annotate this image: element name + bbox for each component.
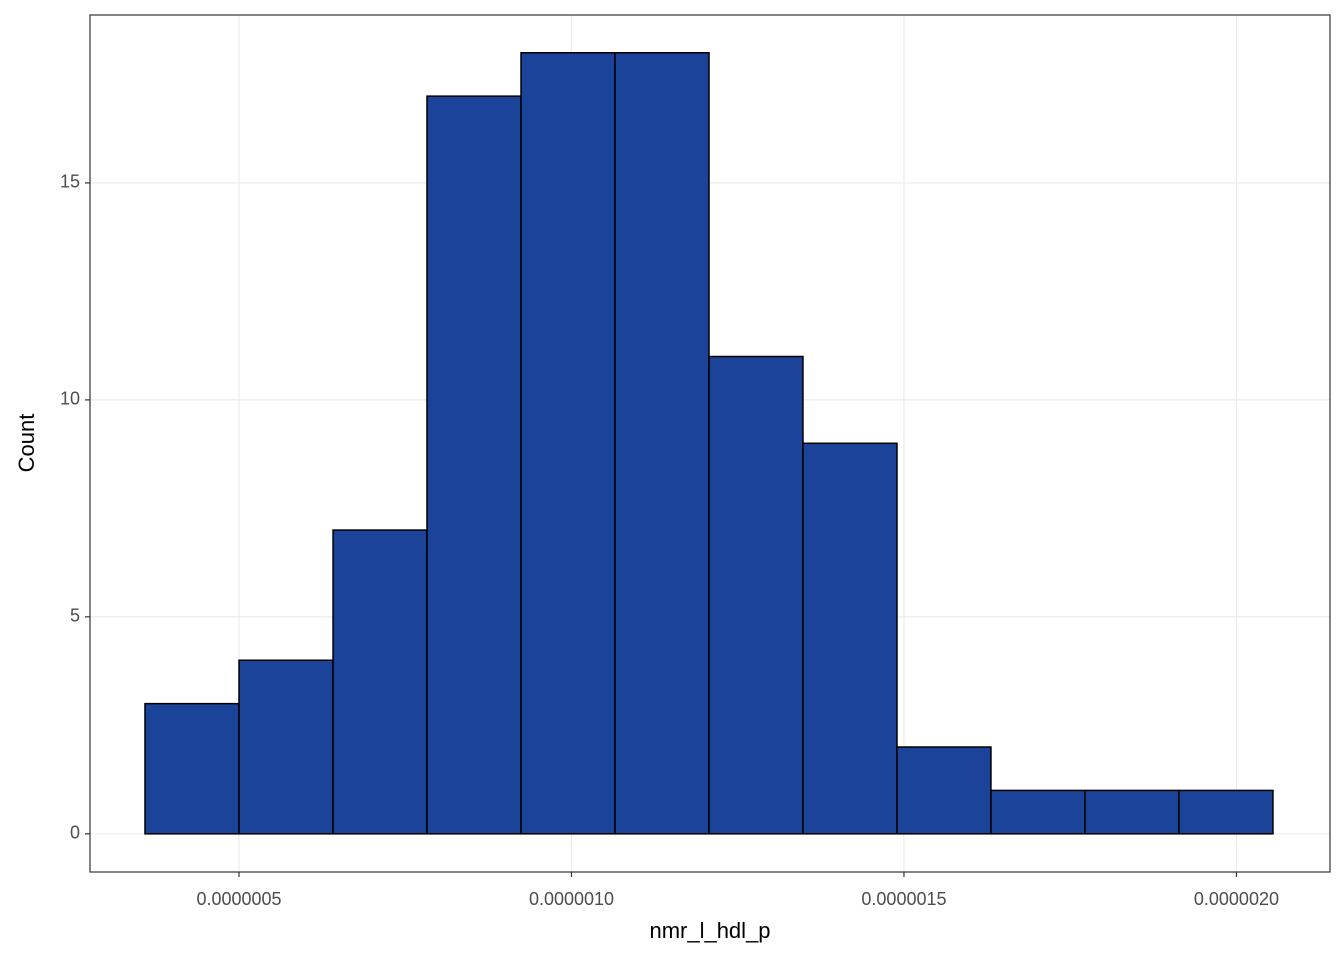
bar [802,442,898,835]
y-tick-label: 10 [60,389,80,409]
bar [144,702,240,835]
x-tick-label: 0.0000005 [196,889,281,909]
x-tick-label: 0.0000020 [1194,889,1279,909]
bar [990,789,1086,835]
y-tick-label: 15 [60,172,80,192]
x-tick-label: 0.0000015 [861,889,946,909]
bar [614,52,710,835]
bar [520,52,616,835]
bar [238,659,334,835]
x-axis-title: nmr_l_hdl_p [649,918,770,943]
bar [1178,789,1274,835]
y-axis-title: Count [14,414,39,473]
bar [708,355,804,835]
bar [1084,789,1180,835]
y-tick-label: 0 [70,823,80,843]
bar [426,95,522,835]
y-tick-label: 5 [70,606,80,626]
bar [896,746,992,835]
panel-border [89,14,1331,873]
x-tick-label: 0.0000010 [529,889,614,909]
bar [332,529,428,835]
